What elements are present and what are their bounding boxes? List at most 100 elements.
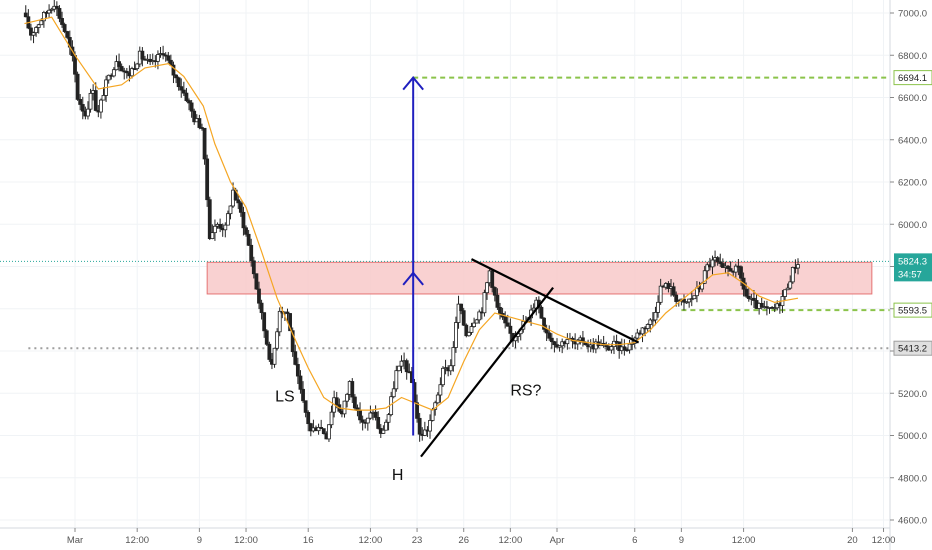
candle <box>720 258 725 268</box>
candle-body <box>39 20 44 26</box>
candle-body <box>549 337 554 343</box>
candle-body <box>715 257 720 263</box>
candle-body <box>759 303 764 308</box>
candle <box>78 94 83 111</box>
candle <box>228 205 233 220</box>
candle-body <box>544 328 549 334</box>
candle <box>666 281 671 293</box>
candle-body <box>451 347 456 367</box>
projection-arrow-head <box>402 76 424 91</box>
candle-body <box>213 225 217 234</box>
candle <box>417 412 422 442</box>
candle <box>267 341 272 362</box>
candle-body <box>244 227 248 235</box>
candle-body <box>267 343 272 360</box>
candle <box>498 302 502 320</box>
candle-body <box>29 27 33 36</box>
candle-body <box>485 282 489 294</box>
time-tick-label: Mar <box>67 535 83 546</box>
candle-body <box>469 326 474 333</box>
candle-body <box>617 341 622 352</box>
pattern-label: LS <box>275 389 295 406</box>
candle-body <box>381 429 386 434</box>
candle-body <box>306 412 311 425</box>
candle <box>166 51 171 64</box>
candle <box>99 98 103 119</box>
candle-body <box>319 427 324 430</box>
candle-body <box>557 345 562 348</box>
candle-body <box>23 12 28 18</box>
candle <box>181 81 186 96</box>
candle-body <box>298 375 303 390</box>
candle <box>622 339 627 356</box>
candle-body <box>130 68 134 77</box>
time-axis[interactable]: Mar 12:00 9 12:00 16 12:00 23 26 12:00 Apr 6 9 12:00… <box>0 527 895 546</box>
candle <box>36 23 41 34</box>
candle-body <box>65 31 70 38</box>
candle <box>785 283 790 291</box>
candle <box>539 305 544 319</box>
resistance-zone-rect <box>206 261 873 295</box>
candle <box>275 328 280 351</box>
candle <box>428 414 432 439</box>
candle-body <box>210 232 215 239</box>
time-tick-label: 6 <box>632 535 637 546</box>
candle-body <box>34 27 39 34</box>
candle-body <box>78 99 83 105</box>
candle-body <box>174 74 178 79</box>
candle <box>29 23 33 41</box>
candle <box>303 400 308 418</box>
candle <box>321 428 326 435</box>
candle-body <box>539 306 544 319</box>
candle <box>54 1 59 17</box>
time-tick-label: 20 <box>847 535 858 546</box>
candle-body <box>161 53 166 56</box>
candle-body <box>329 411 334 426</box>
price-tick-label: 7000.0 <box>898 9 927 20</box>
candle <box>106 74 111 84</box>
candle <box>241 206 246 236</box>
candle <box>658 278 663 305</box>
candle-body <box>135 63 140 70</box>
candle-body <box>726 265 730 269</box>
price-tick-label: 6600.0 <box>898 93 927 104</box>
price-label-box <box>893 70 932 86</box>
candle-body <box>674 294 679 302</box>
candle <box>671 282 676 297</box>
countdown-label: 34:57 <box>898 269 922 280</box>
time-tick-label: 26 <box>458 535 469 546</box>
candle <box>80 96 85 120</box>
candle <box>650 312 655 328</box>
candle <box>394 365 399 392</box>
candle-body <box>93 90 98 111</box>
candle-body <box>682 298 686 303</box>
candle-body <box>365 417 370 424</box>
time-tick-label: 23 <box>412 535 423 546</box>
price-label-text: 5413.2 <box>898 344 927 355</box>
candle-body <box>251 260 256 275</box>
candle-body <box>36 24 41 28</box>
time-tick-label: Apr <box>550 535 565 546</box>
candle-body <box>612 340 616 347</box>
candle <box>171 61 176 84</box>
candle <box>373 405 378 421</box>
time-tick-label: 12:00 <box>125 535 149 546</box>
time-tick-label: 9 <box>197 535 202 546</box>
moving-average-line <box>24 16 799 411</box>
candle <box>645 323 650 333</box>
candle-body <box>459 303 464 312</box>
candle-body <box>179 86 184 91</box>
candle <box>466 331 471 337</box>
candle <box>192 108 197 125</box>
candle-body <box>645 324 650 329</box>
candle-body <box>384 421 388 431</box>
candle <box>557 345 562 352</box>
candle <box>264 329 269 346</box>
projection-arrow-mid-head <box>402 271 424 286</box>
price-tick-label: 6000.0 <box>898 220 927 231</box>
candle-body <box>796 264 800 269</box>
candle <box>352 394 357 410</box>
price-axis[interactable]: 4600.04800.05000.05200.05400.05600.05800… <box>889 0 932 550</box>
candle-body <box>671 286 676 296</box>
